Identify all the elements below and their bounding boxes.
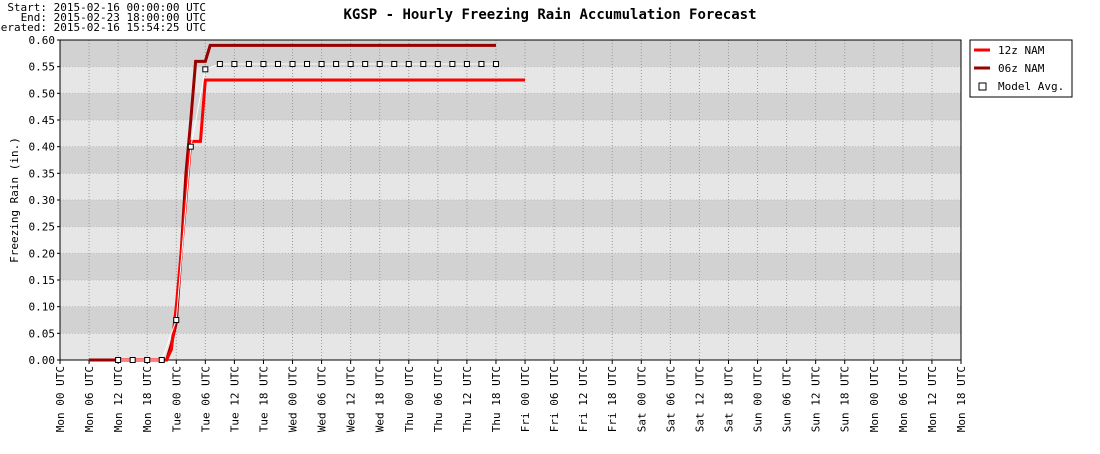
grid-band [60,93,961,120]
y-tick-label: 0.25 [29,221,56,234]
x-tick-label: Mon 18 UTC [955,366,968,432]
grid-band [60,146,961,174]
chart-title: KGSP - Hourly Freezing Rain Accumulation… [343,7,756,23]
marker [115,357,122,363]
x-tick-label: Mon 12 UTC [926,366,939,432]
x-tick-label: Sat 00 UTC [635,366,648,432]
x-tick-label: Sun 12 UTC [810,366,823,432]
marker [260,61,267,67]
marker [289,61,296,67]
marker [492,61,499,67]
x-tick-label: Wed 12 UTC [345,366,358,432]
legend-label: 06z NAM [998,62,1045,75]
marker [274,61,281,67]
x-tick-label: Thu 06 UTC [432,366,445,432]
x-tick-label: Mon 00 UTC [54,366,67,432]
marker [420,61,427,67]
marker [318,61,325,67]
info-line: Start: 2015-02-16 00:00:00 UTC [7,1,206,14]
legend-label: Model Avg. [998,80,1064,93]
marker [362,61,369,67]
x-tick-label: Mon 00 UTC [868,366,881,432]
y-axis-label: Freezing Rain (in.) [8,137,21,263]
y-tick-label: 0.40 [29,141,56,154]
x-tick-label: Sun 18 UTC [839,366,852,432]
legend-marker [978,82,987,91]
marker [405,61,412,67]
y-tick-label: 0.45 [29,114,56,127]
x-tick-label: Fri 00 UTC [519,366,532,432]
marker [129,357,136,363]
x-tick-label: Mon 06 UTC [897,366,910,432]
x-tick-label: Fri 06 UTC [548,366,561,432]
y-tick-label: 0.30 [29,194,56,207]
marker [449,61,456,67]
marker [173,317,180,323]
marker [478,61,485,67]
x-tick-label: Sat 12 UTC [693,366,706,432]
grid-band [60,200,961,227]
marker [187,143,194,150]
info-line: End: 2015-02-23 18:00:00 UTC [21,11,206,24]
x-tick-label: Fri 12 UTC [577,366,590,432]
legend-label: 12z NAM [998,44,1045,57]
x-tick-label: Wed 00 UTC [287,366,300,432]
y-tick-label: 0.55 [29,61,56,74]
grid-band [60,253,961,280]
x-tick-label: Tue 00 UTC [170,366,183,432]
x-tick-label: Sat 18 UTC [722,366,735,432]
marker [231,61,238,67]
y-tick-label: 0.35 [29,167,56,180]
marker [376,61,383,67]
x-tick-label: Mon 06 UTC [83,366,96,432]
x-tick-label: Wed 18 UTC [374,366,387,432]
y-tick-label: 0.00 [29,354,56,367]
y-tick-label: 0.05 [29,327,56,340]
x-tick-label: Tue 12 UTC [228,366,241,432]
grid-band [60,306,961,334]
x-tick-label: Mon 12 UTC [112,366,125,432]
info-line: Generated: 2015-02-16 15:54:25 UTC [0,21,206,34]
x-tick-label: Thu 12 UTC [461,366,474,432]
x-tick-label: Tue 06 UTC [199,366,212,432]
x-tick-label: Fri 18 UTC [606,366,619,432]
marker [158,357,165,363]
x-tick-label: Tue 18 UTC [257,366,270,432]
x-tick-label: Mon 18 UTC [141,366,154,432]
y-tick-label: 0.20 [29,247,56,260]
marker [391,61,398,67]
x-tick-label: Sun 00 UTC [752,366,765,432]
x-tick-label: Thu 00 UTC [403,366,416,432]
x-tick-label: Sat 06 UTC [664,366,677,432]
marker [434,61,441,67]
marker [304,61,311,67]
y-tick-label: 0.15 [29,274,56,287]
y-tick-label: 0.50 [29,87,56,100]
marker [245,61,252,67]
marker [216,61,223,67]
plot-frame [59,39,962,361]
marker [463,61,470,67]
marker [202,66,209,73]
y-tick-label: 0.10 [29,301,56,314]
marker [144,357,151,363]
x-tick-label: Thu 18 UTC [490,366,503,432]
marker [333,61,340,67]
x-tick-label: Wed 06 UTC [316,366,329,432]
x-tick-label: Sun 06 UTC [781,366,794,432]
y-tick-label: 0.60 [29,34,56,47]
marker [347,61,354,67]
